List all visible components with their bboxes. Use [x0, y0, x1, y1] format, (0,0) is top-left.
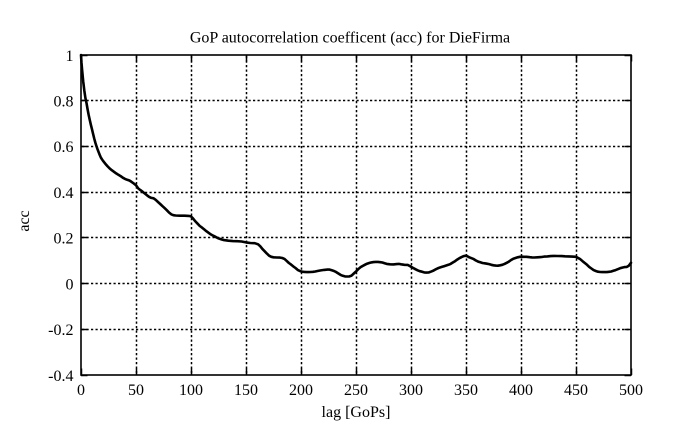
- svg-text:50: 50: [128, 382, 144, 399]
- svg-text:0.8: 0.8: [54, 94, 74, 111]
- svg-text:200: 200: [289, 382, 313, 399]
- svg-text:acc: acc: [16, 210, 33, 231]
- svg-text:0: 0: [66, 276, 74, 293]
- svg-text:100: 100: [179, 382, 203, 399]
- svg-text:0.4: 0.4: [54, 185, 74, 202]
- svg-text:0.2: 0.2: [54, 231, 74, 248]
- svg-text:450: 450: [564, 382, 588, 399]
- svg-text:400: 400: [509, 382, 533, 399]
- svg-text:1: 1: [66, 48, 74, 65]
- svg-text:150: 150: [234, 382, 258, 399]
- svg-text:300: 300: [399, 382, 423, 399]
- svg-text:350: 350: [454, 382, 478, 399]
- svg-text:0: 0: [77, 382, 85, 399]
- svg-text:250: 250: [344, 382, 368, 399]
- svg-text:0.6: 0.6: [54, 139, 74, 156]
- svg-text:-0.4: -0.4: [48, 368, 73, 385]
- svg-text:-0.2: -0.2: [48, 322, 73, 339]
- svg-text:500: 500: [619, 382, 643, 399]
- svg-text:lag [GoPs]: lag [GoPs]: [322, 404, 391, 421]
- svg-text:GoP autocorrelation coefficent: GoP autocorrelation coefficent (acc) for…: [190, 30, 510, 47]
